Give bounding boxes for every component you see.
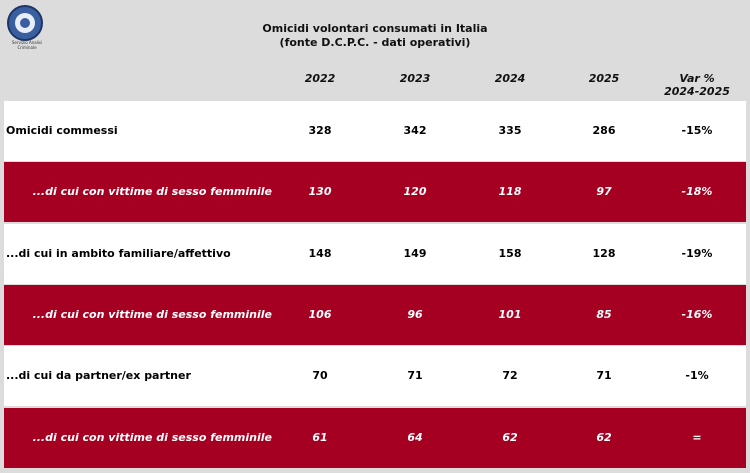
column-header: 2025 — [588, 72, 620, 85]
cell: 158 — [498, 247, 522, 260]
logo — [7, 5, 43, 41]
cell: 149 — [403, 247, 427, 260]
table-row: Omicidi commessi 328 342 335 286 -15% — [4, 101, 746, 161]
cell: -1% — [685, 369, 709, 382]
subtitle: (fonte D.C.P.C. - dati operativi) — [279, 36, 471, 49]
cell: 328 — [308, 124, 332, 137]
table-row: ...di cui da partner/ex partner 70 71 72 71 -… — [4, 346, 746, 406]
cell: 72 — [502, 369, 518, 382]
cell: -16% — [681, 308, 713, 321]
table-row: ...di cui con vittime di sesso femminile… — [4, 408, 746, 468]
table-row: ...di cui con vittime di sesso femminile… — [4, 285, 746, 345]
row-label: ...di cui con vittime di sesso femminile — [32, 185, 272, 198]
column-header: 2024 — [494, 72, 526, 85]
cell: = — [692, 431, 702, 444]
cell: 62 — [502, 431, 518, 444]
cell: 71 — [596, 369, 612, 382]
cell: 128 — [592, 247, 616, 260]
cell: -18% — [681, 185, 713, 198]
row-label: ...di cui con vittime di sesso femminile — [32, 308, 272, 321]
column-header: 2023 — [399, 72, 431, 85]
cell: 62 — [596, 431, 612, 444]
logo-caption: Servizio Analisi Criminale — [11, 40, 43, 50]
cell: 120 — [403, 185, 427, 198]
cell: 130 — [308, 185, 332, 198]
cell: 118 — [498, 185, 522, 198]
cell: 148 — [308, 247, 332, 260]
cell: -19% — [681, 247, 713, 260]
cell: -15% — [681, 124, 713, 137]
cell: 101 — [498, 308, 522, 321]
table-row: ...di cui in ambito familiare/affettivo 1… — [4, 224, 746, 284]
cell: 106 — [308, 308, 332, 321]
row-label: ...di cui in ambito familiare/affettivo — [6, 247, 231, 260]
row-label: ...di cui con vittime di sesso femminile — [32, 431, 272, 444]
cell: 335 — [498, 124, 522, 137]
cell: 342 — [403, 124, 427, 137]
cell: 70 — [312, 369, 328, 382]
cell: 61 — [312, 431, 328, 444]
row-label: ...di cui da partner/ex partner — [6, 369, 191, 382]
cell: 97 — [596, 185, 612, 198]
cell: 71 — [407, 369, 423, 382]
cell: 64 — [407, 431, 423, 444]
row-label: Omicidi commessi — [6, 124, 118, 137]
title: Omicidi volontari consumati in Italia — [262, 22, 488, 35]
cell: 286 — [592, 124, 616, 137]
column-header: 2022 — [304, 72, 336, 85]
column-header: Var % 2024-2025 — [664, 72, 730, 98]
table-row: ...di cui con vittime di sesso femminile… — [4, 162, 746, 222]
cell: 96 — [407, 308, 423, 321]
cell: 85 — [596, 308, 612, 321]
